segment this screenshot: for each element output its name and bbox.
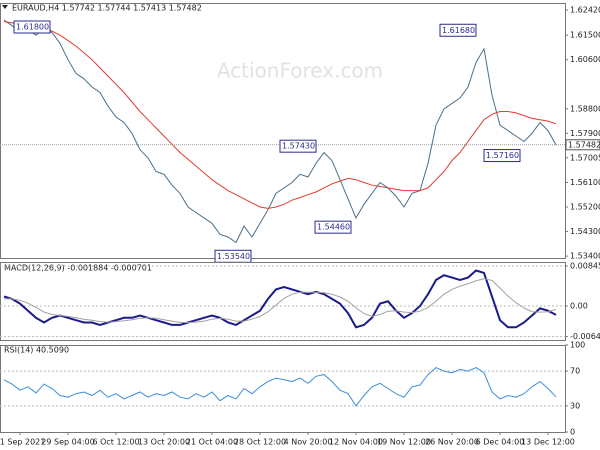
series-line (3, 269, 557, 329)
panel-frame (0, 345, 566, 433)
series-line (3, 21, 557, 209)
annotation-box (483, 149, 521, 163)
y-tick-label: 1.53400 (570, 252, 600, 261)
y-tick-label: 70 (570, 367, 580, 376)
annotation-label: 1.61800 (16, 23, 49, 32)
watermark: ActionForex.com (217, 59, 383, 83)
price-header: EURAUD,H4 1.57742 1.57744 1.57413 1.5748… (12, 4, 202, 13)
x-tick-label: 21 Sep 2021 (0, 438, 45, 447)
y-tick-label: 1.62420 (570, 6, 600, 15)
x-tick-label: 19 Nov 12:00 (377, 438, 431, 447)
y-tick-label: 0 (570, 428, 575, 437)
annotation-label: 1.53540 (217, 252, 250, 261)
x-tick-label: 13 Oct 20:00 (138, 438, 190, 447)
series-line (3, 367, 557, 407)
x-tick-label: 6 Dec 04:00 (476, 438, 525, 447)
macd-header: MACD(12,26,9) -0.001884 -0.000701 (4, 264, 152, 273)
y-tick-label: 1.56100 (570, 178, 600, 187)
annotation-box (439, 23, 477, 37)
x-tick-label: 4 Nov 20:00 (284, 438, 333, 447)
y-tick-label: 30 (570, 401, 580, 410)
y-tick-label: 1.58800 (570, 104, 600, 113)
y-tick-label: 1.54300 (570, 227, 600, 236)
panel-frame (0, 262, 566, 341)
y-tick-label: 1.57005 (570, 153, 600, 162)
x-tick-label: 28 Oct 12:00 (234, 438, 286, 447)
series-line (4, 278, 557, 323)
x-tick-label: 13 Dec 12:00 (521, 438, 575, 447)
header-arrow (2, 5, 8, 9)
y-tick-label: -0.006475 (570, 332, 600, 341)
y-tick-label: 1.55200 (570, 203, 600, 212)
x-tick-label: 29 Sep 04:00 (41, 438, 94, 447)
annotation-box (314, 220, 352, 234)
y-tick-label: 100 (570, 341, 585, 350)
current-price-label: 1.57482 (568, 140, 600, 149)
annotation-label: 1.61680 (442, 26, 475, 35)
current-price-box (565, 139, 600, 151)
annotation-label: 1.54460 (317, 223, 350, 232)
annotation-box (13, 20, 51, 34)
x-tick-label: 12 Nov 04:00 (329, 438, 383, 447)
x-tick-label: 21 Oct 04:00 (186, 438, 238, 447)
annotation-label: 1.57430 (282, 142, 315, 151)
annotation-box (279, 139, 317, 153)
y-tick-label: 1.61500 (570, 31, 600, 40)
y-tick-label: 0.008452 (570, 262, 600, 271)
y-tick-label: 1.60600 (570, 55, 600, 64)
rsi-header: RSI(14) 40.5090 (4, 346, 69, 355)
series-line (3, 19, 557, 244)
y-tick-label: 0.00 (570, 301, 588, 310)
x-tick-label: 26 Nov 20:00 (425, 438, 479, 447)
x-tick-label: 6 Oct 12:00 (92, 438, 139, 447)
annotation-label: 1.57160 (486, 151, 519, 160)
y-tick-label: 1.57900 (570, 129, 600, 138)
panel-frame (0, 3, 566, 259)
